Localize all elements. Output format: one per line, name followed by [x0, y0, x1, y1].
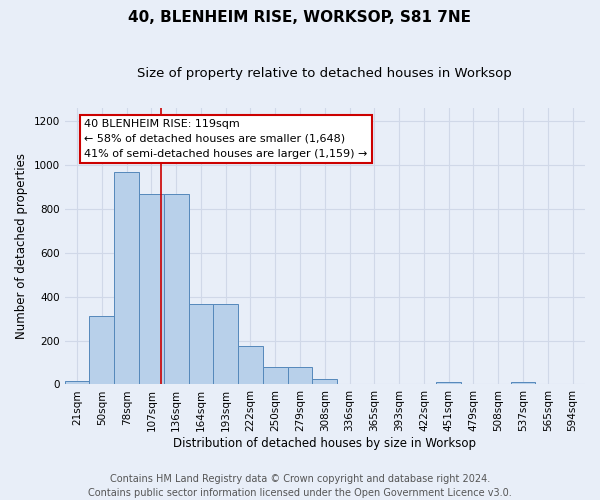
Bar: [65, 381, 89, 384]
Bar: [238, 346, 263, 385]
Bar: [89, 316, 114, 384]
Bar: [164, 194, 188, 384]
Bar: [139, 194, 164, 384]
Bar: [214, 304, 238, 384]
Bar: [287, 367, 313, 384]
Bar: [114, 172, 139, 384]
Bar: [263, 367, 287, 384]
Bar: [436, 382, 461, 384]
X-axis label: Distribution of detached houses by size in Worksop: Distribution of detached houses by size …: [173, 437, 476, 450]
Text: 40, BLENHEIM RISE, WORKSOP, S81 7NE: 40, BLENHEIM RISE, WORKSOP, S81 7NE: [128, 10, 472, 25]
Bar: [511, 382, 535, 384]
Title: Size of property relative to detached houses in Worksop: Size of property relative to detached ho…: [137, 68, 512, 80]
Bar: [313, 379, 337, 384]
Text: Contains HM Land Registry data © Crown copyright and database right 2024.
Contai: Contains HM Land Registry data © Crown c…: [88, 474, 512, 498]
Bar: [188, 304, 214, 384]
Y-axis label: Number of detached properties: Number of detached properties: [15, 154, 28, 340]
Text: 40 BLENHEIM RISE: 119sqm
← 58% of detached houses are smaller (1,648)
41% of sem: 40 BLENHEIM RISE: 119sqm ← 58% of detach…: [85, 119, 368, 158]
